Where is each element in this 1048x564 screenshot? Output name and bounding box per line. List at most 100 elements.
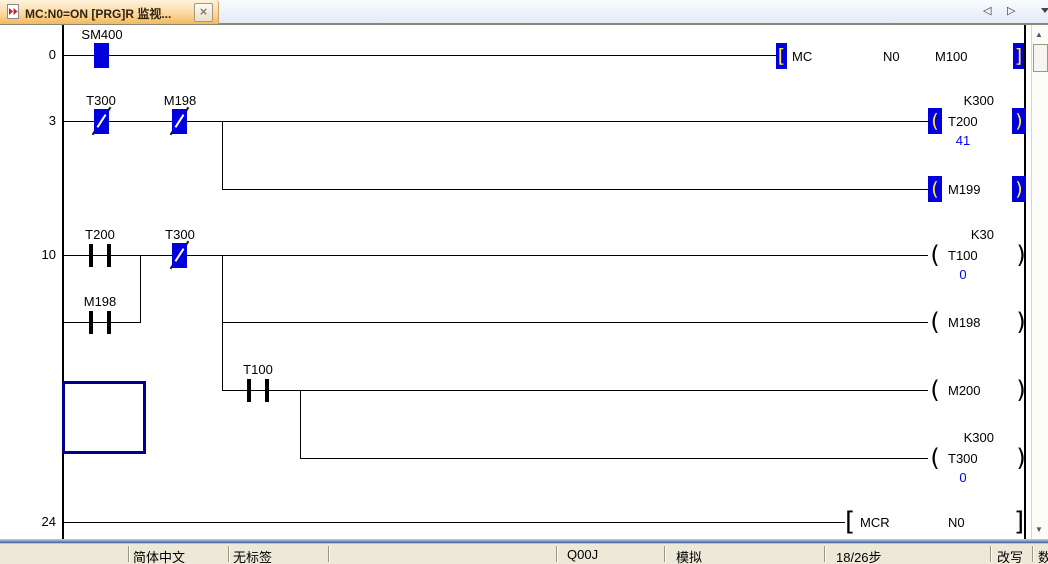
contact-m198-no[interactable] xyxy=(89,311,111,334)
window-bottom-edge xyxy=(0,539,1048,543)
coil-open-paren: ( xyxy=(928,176,942,202)
coil-open-paren: ( xyxy=(930,241,940,269)
coil-t200-preset: K300 xyxy=(963,93,994,108)
coil-m200[interactable]: ( M200 ) xyxy=(928,377,1028,403)
t300-coil-line xyxy=(300,458,928,459)
coil-t100[interactable]: ( T100 ) xyxy=(928,242,1028,268)
coil-m199-energized[interactable]: ( M199 ) xyxy=(928,176,1028,202)
coil-t200-monitor-value: 41 xyxy=(955,133,971,148)
mcr-close-bracket: ] xyxy=(1014,507,1025,537)
edit-cursor-selection xyxy=(62,381,146,454)
ladder-editor[interactable]: 0 SM400 [ MC N0 M100 ] 3 T300 M198 K300 … xyxy=(0,25,1031,539)
left-power-rail xyxy=(62,25,64,539)
coil-t300-label: T300 xyxy=(948,451,978,466)
vertical-scrollbar[interactable]: ▲ ▼ xyxy=(1031,25,1048,539)
contact-label-t200: T200 xyxy=(85,227,115,242)
contact-label-t300b: T300 xyxy=(165,227,195,242)
mcr-nest-label: N0 xyxy=(948,515,965,530)
coil-t300[interactable]: ( T300 ) xyxy=(928,445,1028,471)
step-number-24: 24 xyxy=(41,514,56,529)
contact-t100-no[interactable] xyxy=(247,379,269,402)
rung3-branch-line xyxy=(222,121,223,190)
mcr-op-label: MCR xyxy=(860,515,890,530)
contact-t200-no[interactable] xyxy=(89,244,111,267)
t100-row-line xyxy=(222,390,928,391)
coil-open-paren: ( xyxy=(930,444,940,472)
rung10-parallel-line xyxy=(140,255,141,323)
status-clipped-item: 数 xyxy=(1038,550,1048,564)
coil-open-paren: ( xyxy=(928,108,942,134)
rung10-branch-line xyxy=(222,255,223,391)
scroll-down-icon[interactable]: ▼ xyxy=(1035,525,1043,534)
status-bar: 简体中文 无标签 Q00J 模拟 18/26步 改写 数 xyxy=(0,543,1048,564)
contact-m198-nc-energized[interactable] xyxy=(169,106,190,136)
coil-t100-label: T100 xyxy=(948,248,978,263)
tab-close-button[interactable]: × xyxy=(194,3,213,22)
contact-label-t300: T300 xyxy=(86,93,116,108)
coil-t200-label: T200 xyxy=(948,114,978,129)
right-power-rail xyxy=(1024,25,1026,539)
mc-op-label: MC xyxy=(792,49,813,64)
status-separator xyxy=(824,546,826,562)
mc-device-label: M100 xyxy=(935,49,968,64)
status-connection-mode: 模拟 xyxy=(676,550,703,564)
scroll-up-icon[interactable]: ▲ xyxy=(1035,30,1043,39)
status-separator xyxy=(1032,546,1034,562)
status-language: 简体中文 xyxy=(133,550,186,564)
t100-branch-line xyxy=(300,390,301,459)
contact-sm400-energized[interactable] xyxy=(94,43,109,68)
coil-t100-preset: K30 xyxy=(970,227,994,242)
mc-nest-label: N0 xyxy=(883,49,900,64)
status-step-count: 18/26步 xyxy=(836,550,882,564)
tab-ladder-monitor[interactable]: MC:N0=ON [PRG]R 监视... × xyxy=(0,0,219,24)
coil-t200-energized[interactable]: ( T200 ) xyxy=(928,108,1028,134)
coil-t100-monitor-value: 0 xyxy=(959,267,967,282)
rung24-line xyxy=(64,522,845,523)
coil-close-paren: ) xyxy=(1016,376,1026,404)
coil-m199-label: M199 xyxy=(948,182,981,197)
contact-label-m198: M198 xyxy=(163,93,197,108)
contact-label-sm400: SM400 xyxy=(81,27,123,42)
contact-label-t100: T100 xyxy=(243,362,273,377)
coil-close-paren: ) xyxy=(1016,444,1026,472)
status-overwrite-mode: 改写 xyxy=(997,550,1024,564)
coil-close-paren: ) xyxy=(1012,108,1026,134)
tab-title: MC:N0=ON [PRG]R 监视... xyxy=(25,7,172,21)
status-separator xyxy=(990,546,992,562)
rung3-branch2-line xyxy=(222,189,928,190)
window-corner-icon xyxy=(1041,8,1048,13)
coil-close-paren: ) xyxy=(1016,241,1026,269)
mcr-open-bracket: [ xyxy=(845,507,856,537)
coil-close-paren: ) xyxy=(1012,176,1026,202)
contact-t300-nc-energized-2[interactable] xyxy=(169,240,190,270)
step-number-0: 0 xyxy=(48,47,56,62)
contact-label-m198b: M198 xyxy=(83,294,117,309)
m198-parallel-line xyxy=(64,322,140,323)
ladder-monitor-icon xyxy=(5,3,20,25)
scrollbar-thumb[interactable] xyxy=(1033,44,1048,72)
coil-m198-label: M198 xyxy=(948,315,981,330)
coil-m198[interactable]: ( M198 ) xyxy=(928,309,1028,335)
tab-scroll-left-icon[interactable]: ◁ xyxy=(983,5,992,17)
step-number-10: 10 xyxy=(41,247,56,262)
mcr-instruction[interactable]: [ MCR N0 ] xyxy=(845,508,1026,536)
rung0-line xyxy=(64,55,777,56)
status-separator xyxy=(556,546,558,562)
status-separator xyxy=(664,546,666,562)
coil-t300-monitor-value: 0 xyxy=(959,470,967,485)
mc-open-bracket: [ xyxy=(776,43,787,69)
tabbar-divider xyxy=(0,23,1048,25)
coil-m200-label: M200 xyxy=(948,383,981,398)
contact-t300-nc-energized[interactable] xyxy=(91,106,112,136)
coil-open-paren: ( xyxy=(930,308,940,336)
status-separator xyxy=(228,546,230,562)
status-separator xyxy=(328,546,330,562)
coil-close-paren: ) xyxy=(1016,308,1026,336)
mc-instruction[interactable]: [ MC N0 M100 ] xyxy=(776,43,1026,71)
rung3-line xyxy=(64,121,928,122)
status-label-mode: 无标签 xyxy=(233,550,273,564)
status-plc-type: Q00J xyxy=(567,547,599,562)
tab-scroll-right-icon[interactable]: ▷ xyxy=(1007,5,1016,17)
status-separator xyxy=(128,546,130,562)
